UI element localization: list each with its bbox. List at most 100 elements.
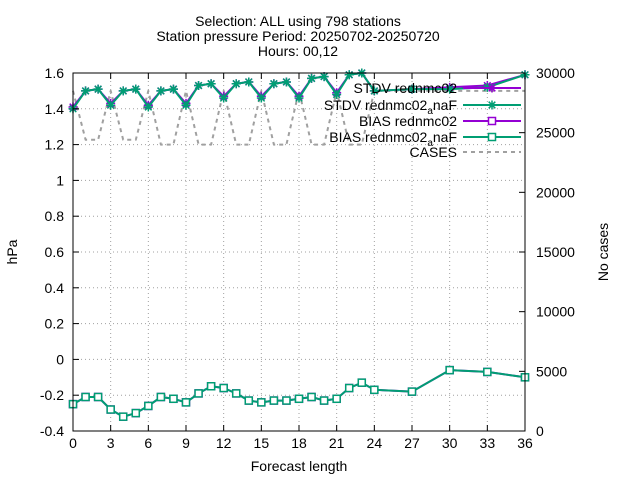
title-line-1: Selection: ALL using 798 stations [195, 13, 401, 29]
square-point [81, 392, 90, 402]
x-tick-label: 18 [291, 435, 307, 451]
y2-tick-label: 10000 [536, 304, 575, 320]
y-tick-label: 0.8 [45, 208, 65, 224]
square-point [118, 412, 128, 421]
star-point [168, 84, 178, 94]
star-point [294, 93, 304, 103]
square-point [93, 392, 103, 402]
x-tick-label: 24 [367, 435, 383, 451]
legend-item: BIAS rednmc02 [359, 113, 521, 129]
legend-label: CASES [410, 144, 457, 160]
star-point [106, 100, 116, 110]
x-axis-label: Forecast length [251, 458, 348, 474]
square-point [131, 408, 141, 418]
chart-title: Selection: ALL using 798 stations Statio… [156, 13, 440, 59]
square-point [332, 394, 341, 404]
star-point [319, 72, 329, 82]
x-tick-label: 0 [69, 435, 77, 451]
star-point [194, 81, 204, 91]
star-point [487, 100, 497, 110]
x-tick-label: 6 [144, 435, 152, 451]
square-point [487, 116, 497, 126]
legend-item: STDV rednmc02anaF [324, 97, 521, 117]
square-point [370, 385, 379, 395]
x-tick-label: 30 [442, 435, 458, 451]
legend-label: BIAS rednmc02anaF [329, 129, 457, 149]
title-line-2: Station pressure Period: 20250702-202507… [156, 28, 440, 44]
y-tick-label: -0.2 [40, 387, 64, 403]
star-point [281, 77, 291, 87]
star-point [81, 86, 91, 96]
square-point [181, 398, 191, 407]
square-point [106, 405, 115, 414]
x-tick-label: 15 [254, 435, 270, 451]
title-line-3: Hours: 00,12 [258, 43, 338, 59]
star-point [143, 102, 153, 112]
y-tick-label: -0.4 [40, 423, 64, 439]
y2-tick-label: 25000 [536, 125, 575, 141]
legend-label: STDV rednmc02anaF [324, 97, 457, 117]
square-point [169, 394, 178, 404]
y2-tick-label: 30000 [536, 65, 575, 81]
legend-item: CASES [410, 144, 521, 160]
y2-axis-label: No cases [595, 223, 611, 281]
grid-lines [73, 73, 525, 431]
star-point [487, 83, 497, 93]
square-point [357, 378, 367, 387]
star-point [231, 79, 241, 89]
square-point [156, 392, 166, 402]
square-point [219, 383, 228, 393]
y-tick-label: 0 [56, 351, 64, 367]
star-point [219, 93, 229, 103]
star-point [131, 84, 141, 94]
square-point [269, 396, 279, 405]
square-point [144, 401, 153, 411]
square-point [206, 382, 216, 391]
y2-tick-label: 5000 [536, 363, 567, 379]
star-point [206, 79, 216, 89]
y2-tick-label: 20000 [536, 184, 575, 200]
y-tick-label: 0.2 [45, 316, 65, 332]
star-point [269, 79, 279, 89]
legend-item: BIAS rednmc02anaF [329, 129, 521, 149]
star-point [344, 70, 354, 80]
x-tick-label: 3 [107, 435, 115, 451]
star-point [407, 84, 417, 94]
square-point [445, 365, 454, 375]
square-point [483, 367, 492, 377]
y2-tick-label: 15000 [536, 244, 575, 260]
square-point [307, 392, 316, 402]
square-point [344, 383, 354, 393]
square-point [407, 387, 417, 396]
y-tick-label: 1.6 [45, 65, 65, 81]
y-tick-label: 1.4 [45, 101, 65, 117]
star-point [118, 86, 128, 96]
square-point [231, 389, 241, 398]
x-tick-label: 33 [480, 435, 496, 451]
star-point [445, 84, 455, 94]
legend-item: STDV rednmc02 [354, 80, 521, 96]
y-tick-label: 1.2 [45, 137, 65, 153]
square-point [487, 132, 497, 142]
y-axis-label: hPa [4, 239, 20, 264]
star-point [156, 86, 166, 96]
series-3 [68, 365, 530, 421]
star-point [307, 73, 317, 83]
square-point [194, 389, 203, 398]
square-point [294, 394, 304, 404]
legend-label: BIAS rednmc02 [359, 113, 457, 129]
square-point [257, 398, 266, 407]
y-tick-label: 1 [56, 172, 64, 188]
square-point [282, 396, 291, 405]
star-point [332, 89, 342, 99]
x-tick-label: 12 [216, 435, 232, 451]
x-tick-label: 21 [329, 435, 345, 451]
star-point [93, 84, 103, 94]
axis-ticks: -0.4-0.200.20.40.60.811.21.41.60 3 6 9 12 15 1… [40, 65, 575, 451]
x-tick-label: 9 [182, 435, 190, 451]
y2-tick-label: 0 [536, 423, 544, 439]
square-point [244, 396, 254, 405]
y-tick-label: 0.4 [45, 280, 65, 296]
